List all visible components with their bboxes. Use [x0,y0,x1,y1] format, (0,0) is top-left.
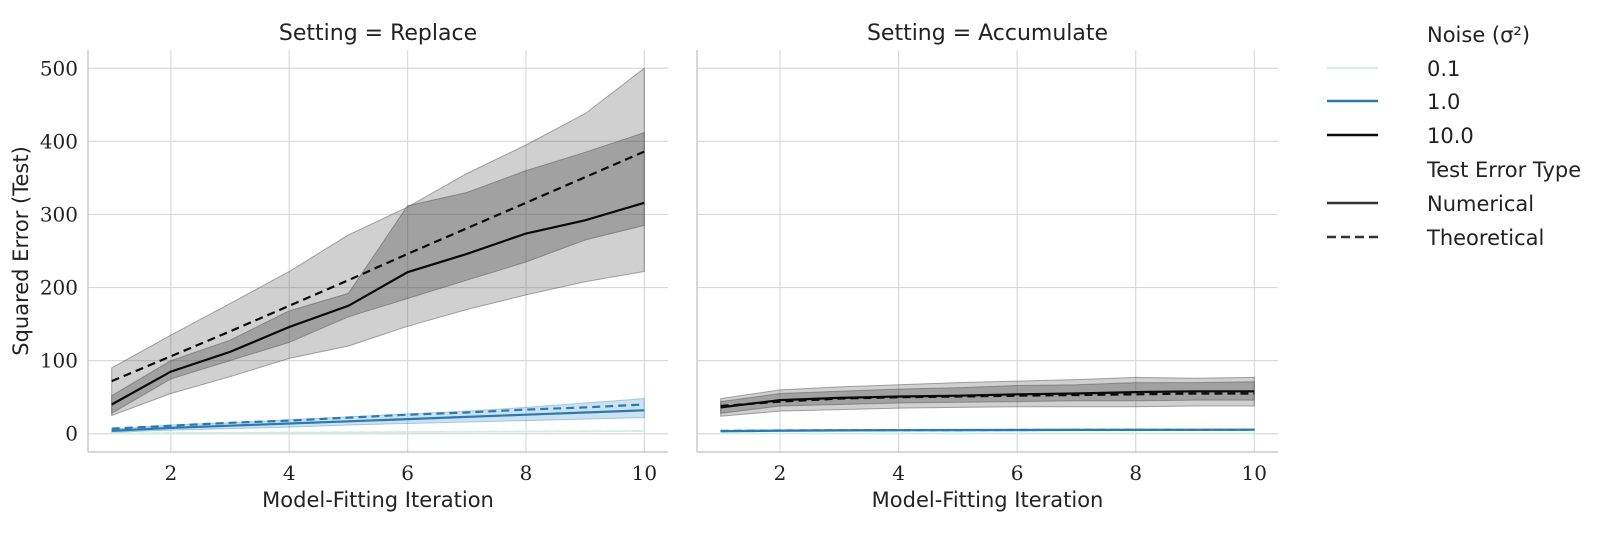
x-tick-label: 8 [1129,461,1142,485]
x-tick-label: 2 [774,461,787,485]
x-tick-label: 4 [892,461,905,485]
series-line-1.0-theoretical [720,428,1255,432]
legend-label-noise-1.0: 1.0 [1427,90,1460,114]
legend-label-numerical: Numerical [1427,192,1534,216]
x-tick-label: 10 [632,461,657,485]
legend-title-error-type: Test Error Type [1426,158,1581,182]
ci-band-inner-10.0 [111,131,645,415]
x-tick-label: 6 [401,461,414,485]
legend-title-noise: Noise (σ²) [1427,23,1530,47]
series-line-0.1-theoretical [111,430,645,434]
ci-band-inner-10.0 [720,381,1255,414]
x-tick-label: 4 [283,461,296,485]
legend-label-theoretical: Theoretical [1426,226,1544,250]
x-tick-label: 8 [520,461,533,485]
y-axis-label: Squared Error (Test) [9,146,33,356]
x-tick-label: 2 [164,461,177,485]
series-line-10.0-theoretical [111,150,645,383]
series-line-10.0-numerical [111,201,645,406]
series-line-1.0-theoretical [111,403,645,430]
legend-label-noise-0.1: 0.1 [1427,57,1460,81]
panel-accumulate: 2 4 6 8 10 Setting = Accumulate Model-Fitting … [696,21,1278,512]
series-line-1.0-numerical [111,409,645,432]
legend: Noise (σ²) 0.1 1.0 10.0 Test Error Type … [1327,23,1581,250]
y-tick-label: 100 [40,349,78,373]
y-tick-label: 0 [65,422,78,446]
x-axis-label: Model-Fitting Iteration [872,488,1104,512]
y-tick-label: 500 [40,56,78,80]
y-tick-label: 300 [40,202,78,226]
y-tick-label: 400 [40,129,78,153]
legend-label-noise-10.0: 10.0 [1427,124,1474,148]
series-line-10.0-theoretical [720,392,1255,408]
panel-title: Setting = Accumulate [867,21,1108,46]
y-tick-label: 200 [40,276,78,300]
x-tick-label: 10 [1242,461,1267,485]
x-tick-label: 6 [1011,461,1024,485]
panel-title: Setting = Replace [279,21,477,46]
ci-band-outer-10.0 [111,67,645,417]
x-axis-label: Model-Fitting Iteration [262,488,494,512]
